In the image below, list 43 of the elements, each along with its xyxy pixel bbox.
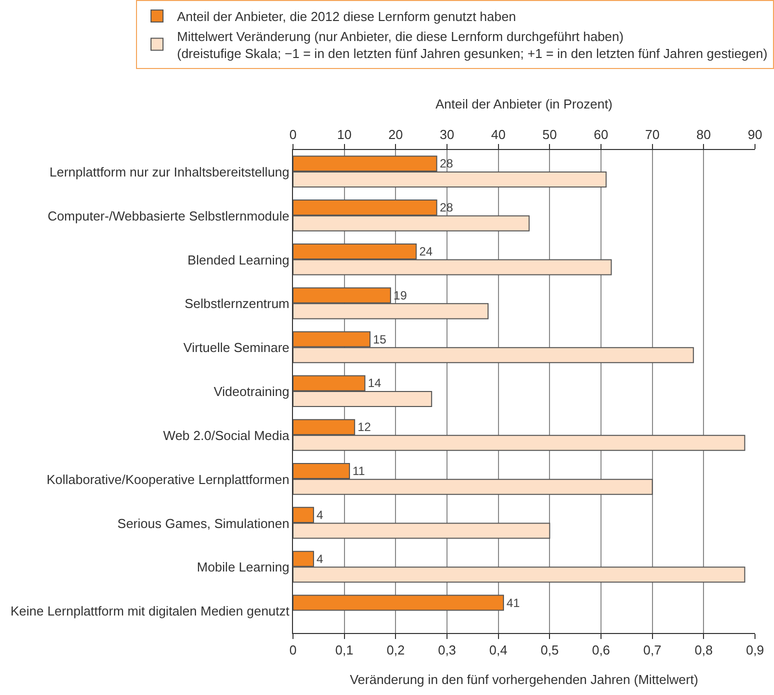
y-tick-label: Keine Lernplattform mit digitalen Medien genutzt <box>10 604 290 619</box>
legend-label: Anteil der Anbieter, die 2012 diese Lernform genutzt haben <box>177 9 516 24</box>
y-tick-label: Kollaborative/Kooperative Lernplattformen <box>46 472 290 487</box>
y-tick-label: Videotraining <box>214 384 290 400</box>
y-tick-label: Web 2.0/Social Media <box>163 428 290 443</box>
x-tick-label: 0,5 <box>540 642 559 658</box>
x2-tick-label: 60 <box>594 126 608 142</box>
legend-label: Mittelwert Veränderung (nur Anbieter, die diese Lernform durchgeführt haben) (dreistufige Skala; −1 = in den letzten fünf Jahren gesunken; +1 = in den letzten fünf Jahren gestiegen) <box>177 28 768 61</box>
y-tick-label: Selbstlernzentrum <box>184 296 290 312</box>
x-tick-label: 0,7 <box>643 642 662 658</box>
x2-axis-title: Anteil der Anbieter (in Prozent) <box>435 96 613 112</box>
data-label: 12 <box>358 420 372 434</box>
x2-tick-label: 30 <box>440 126 454 142</box>
x-tick-label: 0,3 <box>438 642 456 658</box>
x2-tick-label: 40 <box>491 126 506 142</box>
x-tick-label: 0,1 <box>335 642 354 658</box>
x-tick-label: 0,8 <box>694 642 713 658</box>
x-tick-label: 0,6 <box>592 642 610 658</box>
x2-tick-label: 50 <box>542 126 557 142</box>
data-label: 4 <box>316 552 324 566</box>
y-tick-label: Blended Learning <box>187 252 290 268</box>
x2-tick-label: 10 <box>337 126 352 142</box>
x-tick-label: 0 <box>289 642 297 658</box>
x2-tick-label: 70 <box>645 126 660 142</box>
data-label: 24 <box>419 244 433 258</box>
x2-tick-label: 90 <box>748 126 762 142</box>
y-tick-label: Virtuelle Seminare <box>183 340 290 356</box>
data-label: 41 <box>506 596 520 610</box>
x2-tick-label: 20 <box>388 126 403 142</box>
x2-tick-label: 0 <box>289 126 297 142</box>
x-tick-label: 0,4 <box>489 642 508 658</box>
data-label: 14 <box>368 376 382 390</box>
x-tick-label: 0,9 <box>746 642 764 658</box>
y-tick-label: Serious Games, Simulationen <box>117 516 290 531</box>
x-axis-title: Veränderung in den fünf vorhergehenden Jahren (Mittelwert) <box>350 672 698 688</box>
y-tick-label: Mobile Learning <box>196 560 290 575</box>
y-tick-label: Lernplattform nur zur Inhaltsbereitstellung <box>49 164 290 180</box>
data-label: 11 <box>352 464 366 478</box>
y-tick-label: Computer-/Webbasierte Selbstlernmodule <box>48 208 290 224</box>
data-label: 4 <box>316 508 324 522</box>
x2-tick-label: 80 <box>696 126 711 142</box>
data-label: 15 <box>373 332 387 346</box>
x-tick-label: 0,2 <box>386 642 405 658</box>
